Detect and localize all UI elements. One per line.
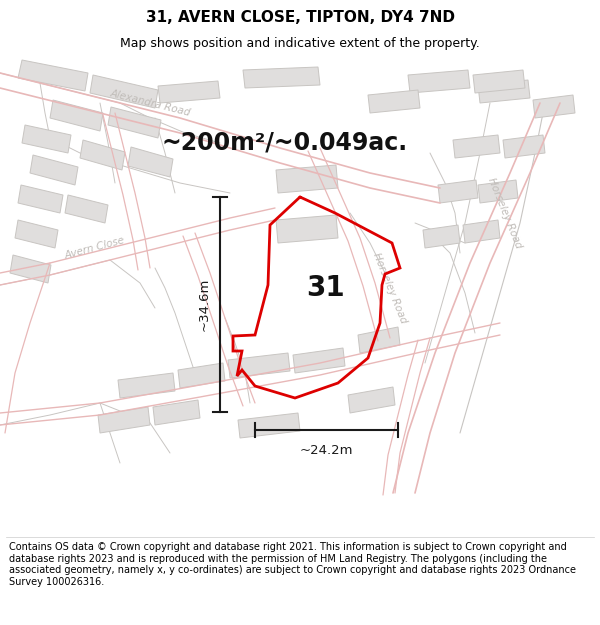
Polygon shape [228, 353, 290, 378]
Polygon shape [368, 90, 420, 113]
Polygon shape [453, 135, 500, 158]
Polygon shape [15, 220, 58, 248]
Polygon shape [118, 373, 175, 398]
Text: ~24.2m: ~24.2m [300, 444, 353, 456]
Polygon shape [358, 327, 400, 353]
Text: Horseley Road: Horseley Road [371, 251, 409, 325]
Polygon shape [473, 70, 525, 93]
Polygon shape [348, 387, 395, 413]
Polygon shape [98, 407, 150, 433]
Text: 31: 31 [305, 274, 344, 302]
Text: Map shows position and indicative extent of the property.: Map shows position and indicative extent… [120, 38, 480, 51]
Polygon shape [18, 185, 63, 213]
Polygon shape [158, 81, 220, 103]
Polygon shape [503, 135, 545, 158]
Polygon shape [80, 140, 125, 170]
Polygon shape [18, 60, 88, 91]
Polygon shape [50, 100, 103, 131]
Polygon shape [153, 400, 200, 425]
Polygon shape [276, 165, 338, 193]
Polygon shape [408, 70, 470, 93]
Polygon shape [478, 180, 518, 203]
Polygon shape [30, 155, 78, 185]
Polygon shape [423, 225, 460, 248]
Polygon shape [238, 413, 300, 438]
Text: 31, AVERN CLOSE, TIPTON, DY4 7ND: 31, AVERN CLOSE, TIPTON, DY4 7ND [146, 11, 455, 26]
Text: Contains OS data © Crown copyright and database right 2021. This information is : Contains OS data © Crown copyright and d… [9, 542, 576, 587]
Polygon shape [463, 220, 500, 243]
Polygon shape [478, 80, 530, 103]
Polygon shape [178, 363, 225, 388]
Polygon shape [10, 255, 51, 283]
Text: Avern Close: Avern Close [64, 235, 126, 261]
Polygon shape [276, 215, 338, 243]
Polygon shape [128, 147, 173, 177]
Text: Alexandra Road: Alexandra Road [109, 88, 191, 118]
Polygon shape [243, 67, 320, 88]
Polygon shape [293, 348, 345, 373]
Polygon shape [90, 75, 158, 108]
Text: ~200m²/~0.049ac.: ~200m²/~0.049ac. [162, 131, 408, 155]
Text: Horseley Road: Horseley Road [486, 176, 524, 250]
Polygon shape [108, 107, 161, 138]
Polygon shape [22, 125, 71, 153]
Text: ~34.6m: ~34.6m [197, 278, 211, 331]
Polygon shape [533, 95, 575, 118]
Polygon shape [65, 195, 108, 223]
Polygon shape [438, 180, 478, 203]
